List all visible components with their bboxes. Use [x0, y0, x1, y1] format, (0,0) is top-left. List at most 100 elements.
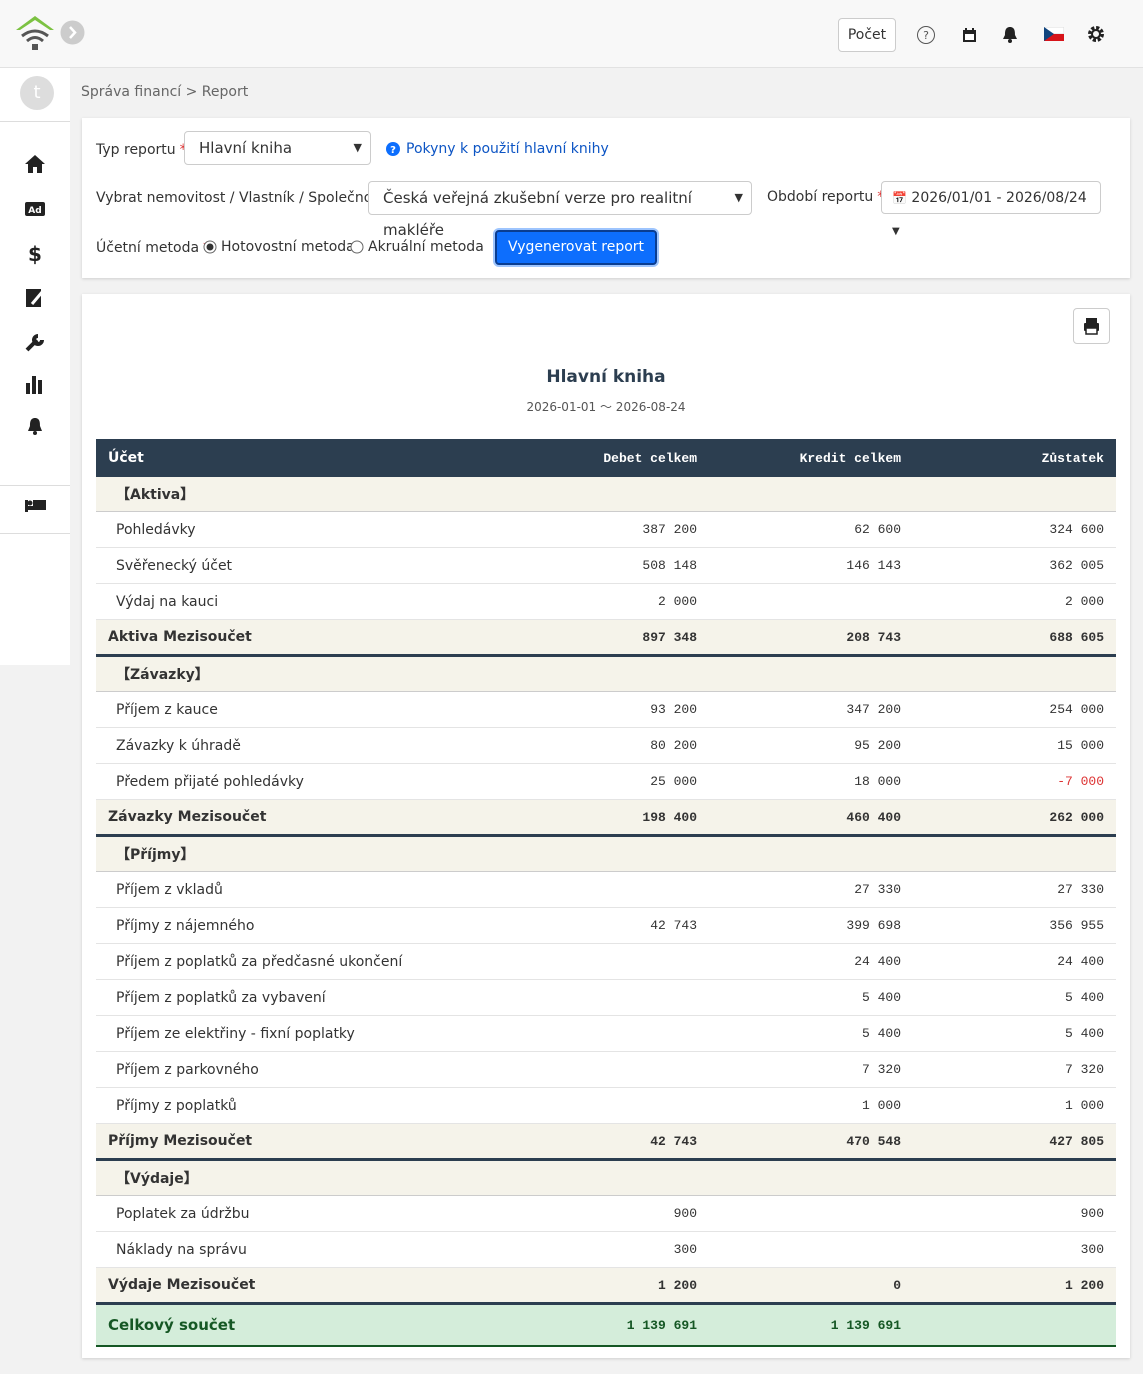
amount-cell: 24 400 [854, 954, 901, 969]
account-cell: Náklady na správu [116, 1241, 247, 1258]
amount-cell: 27 330 [1057, 882, 1104, 897]
account-row: Předem přijaté pohledávky 25 000 18 000 -7 … [96, 764, 1116, 800]
amount-cell: 146 143 [846, 558, 901, 573]
amount-cell: 387 200 [642, 522, 697, 537]
divider [0, 121, 70, 122]
radio-accrual[interactable]: Akruální metoda [350, 239, 484, 255]
amount-cell: 18 000 [854, 774, 901, 789]
grand-total-row: Celkový součet 1 139 691 1 139 691 [96, 1305, 1116, 1347]
property-select[interactable]: Česká veřejná zkušební verze pro realitn… [368, 181, 752, 239]
form-label: Účetní metoda* [96, 240, 210, 256]
section-row: 【Výdaje】 [96, 1161, 1116, 1196]
amount-cell: 7 320 [1064, 1062, 1104, 1077]
amount-cell: 2 000 [657, 594, 697, 609]
svg-text:$: $ [28, 242, 42, 266]
settings-icon[interactable] [1087, 25, 1105, 43]
radio-unchecked[interactable] [350, 240, 364, 254]
subtotal-row: Výdaje Mezisoučet 1 200 0 1 200 [96, 1268, 1116, 1305]
amount-cell: 399 698 [846, 918, 901, 933]
required-mark: * [877, 189, 884, 205]
amount-cell: 1 000 [1064, 1098, 1104, 1113]
label-text: Účetní metoda [96, 240, 200, 256]
amount-cell: 1 000 [861, 1098, 901, 1113]
account-cell: Příjem z kauce [116, 701, 218, 718]
account-cell: Poplatek za údržbu [116, 1205, 250, 1222]
column-header: Účet [108, 450, 144, 466]
help-link[interactable]: Pokyny k použití hlavní knihy [406, 141, 609, 157]
language-flag[interactable] [1044, 27, 1064, 41]
svg-text:?: ? [923, 29, 929, 42]
amount-cell: 2 000 [1064, 594, 1104, 609]
account-row: Poplatek za údržbu 900 900 [96, 1196, 1116, 1232]
radio-checked[interactable] [203, 240, 217, 254]
caret: ▼ [892, 226, 900, 237]
amount-cell: 362 005 [1049, 558, 1104, 573]
report-form: Typ reportu* Hlavní kniha▼ ? Pokyny k po… [82, 118, 1130, 278]
report-type-select[interactable]: Hlavní kniha ▼ [184, 131, 371, 165]
section-title: 【Příjmy】 [116, 847, 195, 863]
section-row: 【Příjmy】 [96, 837, 1116, 872]
amount-cell: 62 600 [854, 522, 901, 537]
nav-icons[interactable]: Ad $ [24, 154, 46, 534]
amount-cell: 0 [893, 1277, 901, 1293]
section-title: 【Závazky】 [116, 667, 209, 683]
account-row: Příjmy z nájemného 42 743 399 698 356 955 [96, 908, 1116, 944]
amount-cell: 7 320 [861, 1062, 901, 1077]
column-header: Zůstatek [1041, 450, 1104, 466]
amount-cell: -7 000 [1057, 774, 1104, 789]
bell-icon[interactable] [1002, 26, 1018, 44]
amount-cell: 900 [673, 1206, 697, 1221]
amount-cell: 347 200 [846, 702, 901, 717]
account-cell: Příjem ze elektřiny - fixní poplatky [116, 1025, 355, 1042]
amount-cell: 427 805 [1049, 1133, 1104, 1149]
account-cell: Příjem z poplatků za vybavení [116, 989, 326, 1006]
calendar-icon[interactable] [962, 27, 978, 43]
select-value: Hlavní kniha [199, 139, 293, 157]
account-row: Příjem z kauce 93 200 347 200 254 000 [96, 692, 1116, 728]
print-icon [1084, 318, 1099, 335]
help-icon[interactable]: ? [916, 25, 936, 45]
account-row: Příjem z vkladů 27 330 27 330 [96, 872, 1116, 908]
table-header: Účet Debet celkem Kredit celkem Zůstatek [96, 439, 1116, 477]
breadcrumb: Správa financí > Report [81, 84, 249, 100]
amount-cell: 1 200 [1064, 1277, 1104, 1293]
print-button[interactable] [1073, 308, 1110, 344]
amount-cell: 300 [673, 1242, 697, 1257]
account-row: Příjem z parkovného 7 320 7 320 [96, 1052, 1116, 1088]
account-cell: Příjmy Mezisoučet [108, 1133, 253, 1149]
amount-cell: 254 000 [1049, 702, 1104, 717]
account-cell: Závazky k úhradě [116, 737, 241, 754]
sidebar: t Ad $ [0, 68, 70, 665]
generate-button[interactable]: Vygenerovat report [495, 230, 658, 265]
account-row: Závazky k úhradě 80 200 95 200 15 000 [96, 728, 1116, 764]
account-row: Příjem ze elektřiny - fixní poplatky 5 40… [96, 1016, 1116, 1052]
logo [16, 16, 54, 50]
amount-cell: 42 743 [650, 918, 697, 933]
label-text: Období reportu [767, 189, 874, 205]
amount-cell: 508 148 [642, 558, 697, 573]
period-value: 2026/01/01 - 2026/08/24 [911, 190, 1087, 206]
period-picker[interactable]: 📅 2026/01/01 - 2026/08/24 ▼ [881, 181, 1101, 237]
amount-cell: 208 743 [846, 629, 901, 645]
radio-label: Hotovostní metoda [221, 239, 355, 255]
radio-label: Akruální metoda [368, 239, 484, 255]
svg-text:?: ? [390, 145, 396, 156]
amount-cell: 5 400 [861, 1026, 901, 1041]
amount-cell: 5 400 [1064, 990, 1104, 1005]
count-button[interactable]: Počet [838, 18, 896, 52]
form-label: Období reportu* [767, 189, 884, 205]
account-cell: Předem přijaté pohledávky [116, 773, 304, 790]
radio-cash[interactable]: Hotovostní metoda [203, 239, 355, 255]
column-header: Kredit celkem [799, 450, 901, 466]
collapse-toggle[interactable] [60, 20, 85, 45]
amount-cell: 5 400 [861, 990, 901, 1005]
divider [0, 533, 70, 534]
account-row: Příjmy z poplatků 1 000 1 000 [96, 1088, 1116, 1124]
caret: ▼ [734, 191, 743, 204]
label-text: Typ reportu [96, 142, 176, 158]
amount-cell: 1 139 691 [830, 1317, 901, 1333]
avatar[interactable]: t [20, 76, 54, 110]
account-cell: Výdaje Mezisoučet [108, 1277, 256, 1293]
